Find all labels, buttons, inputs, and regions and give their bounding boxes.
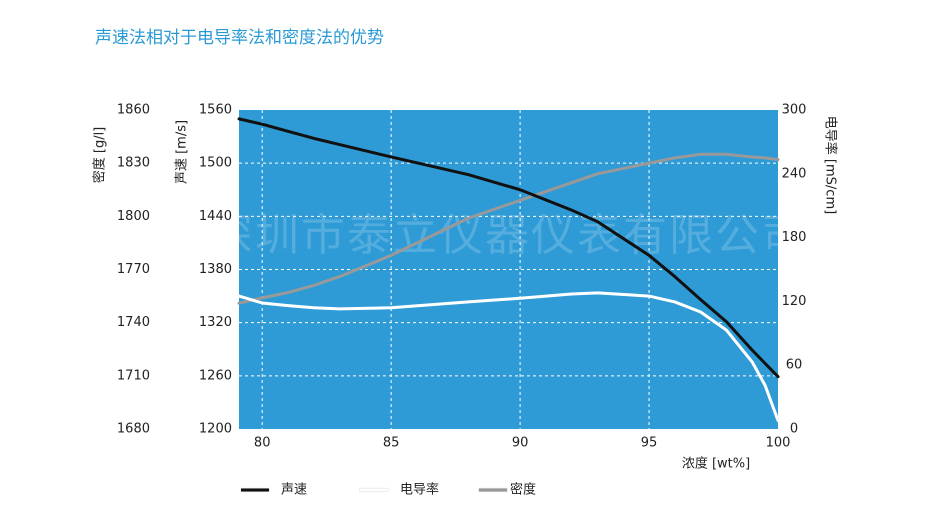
legend-label: 电导率 bbox=[400, 482, 439, 498]
series-line bbox=[237, 117, 780, 379]
y-tick-label: 1500 bbox=[199, 156, 232, 171]
watermark: 深圳市泰立仪器仪表有限公司 bbox=[209, 210, 807, 261]
y3-tick-label: 1830 bbox=[117, 156, 150, 171]
y2-tick-label: 60 bbox=[786, 358, 803, 373]
y3-tick-label: 1800 bbox=[117, 209, 150, 224]
x-axis-label: 浓度 [wt%] bbox=[682, 456, 750, 472]
y-tick-label: 1440 bbox=[199, 209, 232, 224]
x-tick-label: 80 bbox=[254, 436, 271, 451]
y2-axis-label: 电导率 [mS/cm] bbox=[823, 116, 839, 214]
x-tick-label: 90 bbox=[512, 436, 529, 451]
x-tick-label: 85 bbox=[383, 436, 400, 451]
x-tick-label: 100 bbox=[766, 436, 791, 451]
y-axis-label: 声速 [m/s] bbox=[175, 120, 190, 184]
y3-tick-label: 1710 bbox=[117, 368, 150, 383]
y2-tick-label: 0 bbox=[790, 422, 798, 437]
y3-axis-label: 密度 [g/l] bbox=[92, 127, 108, 184]
series-line bbox=[237, 291, 780, 422]
y2-tick-label: 180 bbox=[782, 230, 807, 245]
y3-tick-label: 1740 bbox=[117, 315, 150, 330]
y2-tick-label: 240 bbox=[782, 166, 807, 181]
x-tick-label: 95 bbox=[641, 436, 658, 451]
y3-tick-label: 1860 bbox=[117, 103, 150, 118]
y-tick-label: 1320 bbox=[199, 315, 232, 330]
plot-background bbox=[239, 110, 778, 429]
legend-label: 密度 bbox=[510, 482, 536, 498]
y-tick-label: 1200 bbox=[199, 422, 232, 437]
y-tick-label: 1260 bbox=[199, 368, 232, 383]
chart-title: 声速法相对于电导率法和密度法的优势 bbox=[95, 28, 384, 48]
y2-tick-label: 120 bbox=[782, 294, 807, 309]
plot-area: 深圳市泰立仪器仪表有限公司 bbox=[209, 110, 807, 429]
series-line bbox=[237, 152, 780, 305]
y-tick-label: 1380 bbox=[199, 262, 232, 277]
legend-label: 声速 bbox=[281, 483, 307, 498]
y3-tick-label: 1770 bbox=[117, 262, 150, 277]
y3-tick-label: 1680 bbox=[117, 422, 150, 437]
y-tick-label: 1560 bbox=[199, 103, 232, 118]
y2-tick-label: 300 bbox=[782, 103, 807, 118]
